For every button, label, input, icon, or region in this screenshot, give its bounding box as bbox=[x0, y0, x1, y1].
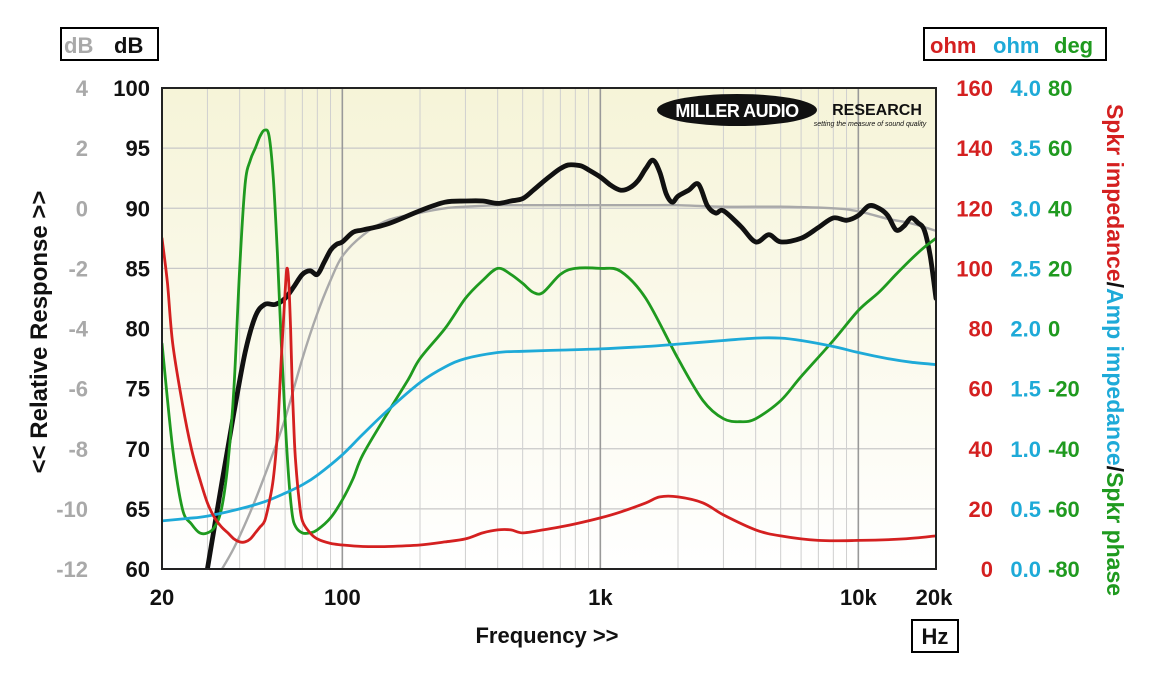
relative-db-tick: 4 bbox=[76, 76, 89, 101]
phase-deg-tick: -60 bbox=[1048, 497, 1080, 522]
x-unit-label: Hz bbox=[922, 624, 949, 649]
spkr-ohm-tick: 40 bbox=[969, 437, 993, 462]
right-axis-label-part: Spkr phase bbox=[1102, 472, 1128, 596]
amp-ohm-tick: 0.5 bbox=[1010, 497, 1041, 522]
relative-db-tick: -6 bbox=[68, 377, 88, 402]
relative-db-tick: -8 bbox=[68, 437, 88, 462]
right-axis-label-part: / bbox=[1102, 466, 1128, 473]
right-axis-label-part: Spkr impedance bbox=[1102, 104, 1128, 282]
x-axis-label: Frequency >> bbox=[475, 623, 618, 648]
absolute-db-tick: 65 bbox=[126, 497, 150, 522]
spkr-ohm-tick: 100 bbox=[956, 256, 993, 281]
absolute-db-tick: 90 bbox=[126, 196, 150, 221]
amp-ohm-tick: 3.5 bbox=[1010, 136, 1041, 161]
absolute-db-tick: 75 bbox=[126, 377, 150, 402]
svg-text:setting the measure of sound q: setting the measure of sound quality bbox=[814, 121, 927, 128]
absolute-db-tick: 80 bbox=[126, 317, 150, 342]
absolute-db-tick: 100 bbox=[113, 76, 150, 101]
spkr-ohm-tick: 160 bbox=[956, 76, 993, 101]
spkr-ohm-tick: 80 bbox=[969, 317, 993, 342]
amp-ohm-unit: ohm bbox=[993, 33, 1039, 58]
x-tick-label: 20 bbox=[150, 585, 174, 610]
grid bbox=[162, 88, 936, 569]
spkr-ohm-tick: 140 bbox=[956, 136, 993, 161]
relative-db-tick: -10 bbox=[56, 497, 88, 522]
x-tick-label: 100 bbox=[324, 585, 361, 610]
amp-impedance-line bbox=[162, 336, 936, 523]
relative-db-unit: dB bbox=[64, 33, 93, 58]
phase-deg-tick: 20 bbox=[1048, 256, 1072, 281]
plot-frame bbox=[161, 87, 937, 570]
spkr-ohm-tick: 120 bbox=[956, 196, 993, 221]
relative-response-line bbox=[220, 203, 936, 569]
amp-ohm-tick: 4.0 bbox=[1010, 76, 1041, 101]
absolute-db-tick: 60 bbox=[126, 557, 150, 582]
svg-text:RESEARCH: RESEARCH bbox=[832, 102, 922, 119]
spkr-ohm-tick: 20 bbox=[969, 497, 993, 522]
miller-audio-research-logo: MILLER AUDIO RESEARCH setting the measur… bbox=[657, 94, 927, 128]
amp-ohm-tick: 0.0 bbox=[1010, 557, 1041, 582]
spkr-ohm-unit: ohm bbox=[930, 33, 976, 58]
absolute-response-line bbox=[205, 157, 936, 569]
absolute-db-tick: 70 bbox=[126, 437, 150, 462]
relative-db-tick: 2 bbox=[76, 136, 88, 161]
amp-ohm-tick: 1.0 bbox=[1010, 437, 1041, 462]
relative-db-tick: 0 bbox=[76, 196, 88, 221]
absolute-db-tick: 95 bbox=[126, 136, 150, 161]
relative-db-tick: -4 bbox=[68, 317, 88, 342]
left-axis-ticks: 4 2 0 -2 -4 -6 -8 -10 -12 100 95 90 85 80 75 70 65 60 bbox=[56, 76, 150, 582]
x-tick-label: 20k bbox=[916, 585, 953, 610]
phase-deg-unit: deg bbox=[1054, 33, 1093, 58]
amp-ohm-tick: 2.5 bbox=[1010, 256, 1041, 281]
relative-db-tick: -2 bbox=[68, 256, 88, 281]
y-axis-right-label: Spkr impedance/Amp impedance/Spkr phase bbox=[1102, 104, 1128, 596]
right-axis-label-part: Amp impedance bbox=[1102, 288, 1128, 466]
phase-deg-tick: 60 bbox=[1048, 136, 1072, 161]
amp-ohm-tick: 3.0 bbox=[1010, 196, 1041, 221]
right-axis-ticks: 160 140 120 100 80 60 40 20 0 4.0 3.5 3.0 2.5 2.0 1.5 1… bbox=[956, 76, 1080, 582]
left-unit-tag bbox=[60, 27, 159, 61]
right-unit-tag bbox=[923, 27, 1107, 61]
phase-deg-tick: -40 bbox=[1048, 437, 1080, 462]
amp-ohm-tick: 1.5 bbox=[1010, 377, 1041, 402]
absolute-db-tick: 85 bbox=[126, 256, 150, 281]
phase-deg-tick: -20 bbox=[1048, 377, 1080, 402]
y-axis-left-label: << Relative Response >> bbox=[26, 191, 53, 474]
phase-deg-tick: -80 bbox=[1048, 557, 1080, 582]
svg-text:MILLER AUDIO: MILLER AUDIO bbox=[675, 101, 799, 121]
x-tick-label: 1k bbox=[588, 585, 613, 610]
right-axis-label-part: / bbox=[1102, 282, 1128, 289]
spkr-phase-line bbox=[162, 128, 936, 536]
x-unit-tag bbox=[911, 619, 959, 653]
phase-deg-tick: 40 bbox=[1048, 196, 1072, 221]
amp-ohm-tick: 2.0 bbox=[1010, 317, 1041, 342]
phase-deg-tick: 0 bbox=[1048, 317, 1060, 342]
spkr-ohm-tick: 0 bbox=[981, 557, 993, 582]
absolute-db-unit: dB bbox=[114, 33, 143, 58]
series-layer bbox=[162, 128, 936, 569]
spkr-ohm-tick: 60 bbox=[969, 377, 993, 402]
relative-db-tick: -12 bbox=[56, 557, 88, 582]
phase-deg-tick: 80 bbox=[1048, 76, 1072, 101]
x-tick-label: 10k bbox=[840, 585, 877, 610]
x-axis-ticks: 20 100 1k 10k 20k bbox=[150, 585, 953, 610]
spkr-impedance-line bbox=[162, 236, 936, 549]
